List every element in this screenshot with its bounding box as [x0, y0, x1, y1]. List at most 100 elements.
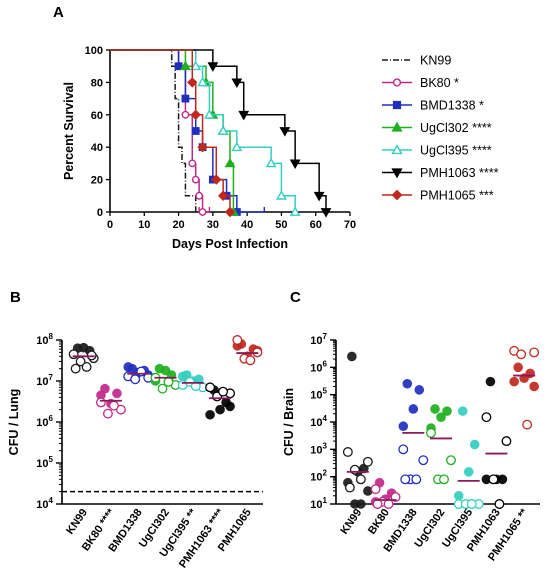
panel-a-event-marker: [231, 78, 243, 89]
panel-a-legend-entry: KN99: [382, 54, 451, 68]
panel-c-point-filled: [347, 351, 357, 362]
panel-b-group-bk80: BK80 ****: [80, 383, 126, 553]
panel-a-series-kn99: [110, 49, 197, 212]
panel-c-point-open: [398, 444, 409, 455]
panel-a-legend-marker: [391, 144, 403, 155]
panel-a-x-tick-label: 10: [138, 219, 150, 231]
panel-a-event-marker: [180, 60, 191, 71]
panel-a-event-marker: [289, 159, 301, 170]
panel-c-point-open: [466, 499, 477, 509]
panel-a-event-marker: [190, 109, 201, 120]
panel-a-legend-marker: [391, 189, 403, 201]
panel-a-legend-label: PMH1065 ***: [420, 189, 494, 203]
panel-a-event-marker: [197, 142, 208, 153]
panel-a-legend-label: UgCl302 ****: [420, 121, 492, 135]
panel-a-legend-marker: [391, 121, 403, 132]
panel-b-y-tick-label: 106: [36, 414, 53, 429]
panel-c-y-tick-label: 103: [310, 441, 327, 456]
panel-c-point-filled: [453, 490, 464, 501]
panel-c-group-kn99: KN99: [338, 351, 373, 537]
panel-a-event-marker: [320, 208, 332, 218]
panel-a-y-tick-label: 60: [91, 110, 103, 122]
panel-c-point-open: [522, 419, 533, 430]
panel-a-legend-marker: [391, 168, 403, 179]
panel-a-legend-label: UgCl395 ****: [420, 144, 492, 158]
panel-b-point-open: [232, 335, 243, 345]
panel-a: A 0 10 20 30 40 50 60 70 0 20 40 60 80 100 Days Post In…: [53, 4, 499, 251]
panel-c-category-label: BK80: [366, 507, 392, 537]
panel-c-point-open: [411, 474, 422, 485]
panel-c-point-filled: [356, 499, 366, 509]
panel-a-legend-label: BMD1338 *: [420, 99, 484, 113]
panel-a-series-ugcl395: [110, 49, 301, 216]
panel-c-y-tick-label: 105: [310, 387, 327, 402]
panel-c-y-axis-label: CFU / Brain: [282, 388, 296, 456]
panel-a-event-marker: [276, 190, 287, 200]
panel-a-curve: [110, 49, 197, 212]
panel-a-x-tick-label: 50: [275, 219, 287, 231]
panel-b-point-open: [108, 400, 119, 411]
panel-c-point-open: [488, 474, 499, 485]
panel-c-point-filled: [457, 406, 468, 416]
panel-b-point-open: [157, 383, 168, 394]
panel-a-x-tick-label: 0: [107, 219, 113, 231]
panel-b-y-tick-label: 107: [36, 373, 53, 388]
panel-a-x-tick-label: 20: [172, 219, 184, 231]
panel-c-point-open: [426, 427, 436, 438]
panel-a-event-marker: [204, 109, 215, 119]
panel-a-y-tick-label: 20: [91, 175, 103, 187]
panel-c-y-tick-label: 106: [310, 359, 327, 374]
panel-b-point-open: [81, 362, 92, 372]
panel-b-group-pmh1065: PMH1065: [216, 335, 263, 554]
panel-c-point-filled: [414, 385, 425, 395]
panel-a-legend-entry: PMH1063 ****: [382, 166, 499, 180]
panel-c-group-pmh1063: PMH1063: [465, 376, 512, 554]
panel-c-point-open: [342, 447, 353, 457]
panel-b-point-open: [130, 374, 141, 385]
panel-a-y-tick-label: 100: [85, 45, 103, 57]
panel-c-point-open: [362, 456, 373, 467]
panel-c-y-tick-label: 102: [310, 469, 327, 484]
panel-b-point-filled: [215, 404, 225, 415]
panel-c-y-tick-label: 104: [310, 414, 327, 429]
panel-a-x-axis-label: Days Post Infection: [172, 237, 288, 251]
panel-a-legend-entry: BK80 *: [382, 76, 459, 90]
panel-a-event-marker: [238, 110, 250, 121]
panel-b-point-open: [70, 363, 81, 374]
panel-a-event-marker: [198, 208, 207, 216]
panel-c-letter: C: [290, 289, 301, 306]
panel-a-legend-entry: BMD1338 *: [382, 99, 484, 113]
panel-c-point-open: [446, 455, 456, 466]
panel-b-point-filled: [225, 401, 235, 412]
panel-a-x-tick-label: 30: [207, 219, 219, 231]
panel-a-y-tick-label: 40: [91, 142, 103, 154]
panel-a-event-marker: [190, 60, 202, 71]
panel-b-point-filled: [78, 342, 89, 353]
panel-a-event-marker: [191, 175, 200, 184]
panel-a-y-axis-label: Percent Survival: [62, 82, 76, 180]
panel-a-curve: [110, 49, 231, 212]
panel-a-event-marker: [224, 206, 236, 218]
panel-a-curve: [110, 49, 235, 212]
panel-a-event-marker: [195, 191, 204, 200]
panel-a-event-marker: [289, 206, 301, 216]
panel-a-event-marker: [174, 62, 183, 71]
panel-a-event-marker: [188, 159, 197, 168]
panel-a-letter: A: [53, 4, 64, 21]
panel-a-legend-label: BK80 *: [420, 76, 459, 90]
panel-a-series-bmd1338: [110, 49, 265, 216]
panel-c-point-filled: [485, 376, 496, 387]
panel-c-point-open: [383, 499, 394, 509]
panel-a-event-marker: [217, 125, 229, 135]
panel-a-event-marker: [187, 77, 198, 88]
panel-c-point-filled: [408, 404, 419, 414]
panel-c-point-open: [400, 474, 411, 485]
panel-a-curve: [110, 49, 327, 212]
panel-a-legend-label: KN99: [420, 54, 451, 68]
panel-c-category-label: KN99: [338, 507, 364, 537]
panel-a-event-marker: [191, 127, 200, 135]
panel-a-y-tick-label: 0: [97, 207, 103, 219]
panel-a-event-marker: [265, 157, 277, 168]
panel-a-curve: [110, 49, 265, 213]
